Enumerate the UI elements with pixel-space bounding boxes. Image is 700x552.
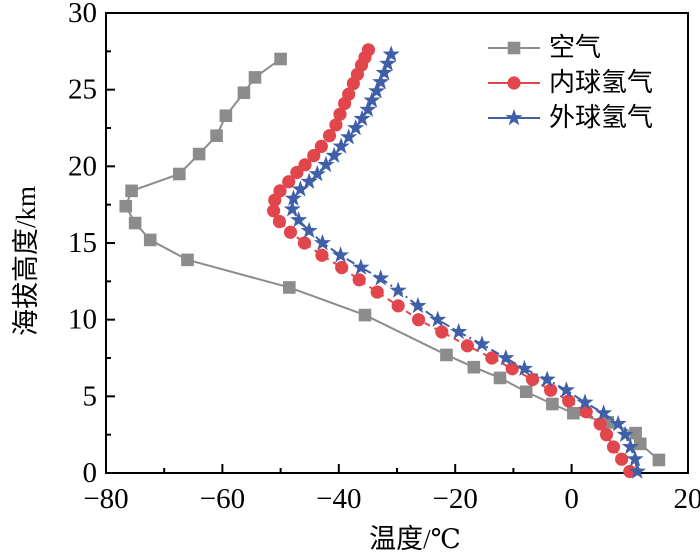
legend-label-inner-hydrogen: 内球氢气: [549, 67, 654, 97]
x-tick-label: −40: [316, 483, 361, 515]
inner-hydrogen-circle-marker-icon: [488, 75, 540, 90]
y-axis-title: 海拔高度/km: [11, 186, 41, 337]
outer-hydrogen-star-marker-icon: [488, 108, 540, 125]
y-tick-label: 20: [68, 150, 97, 182]
y-tick-label: 5: [83, 380, 98, 412]
x-tick-label: −80: [83, 483, 128, 515]
y-tick-label: 0: [83, 457, 98, 489]
legend-label-air: 空气: [549, 32, 602, 62]
x-tick-label: −20: [433, 483, 478, 515]
x-tick-label: 20: [674, 483, 700, 515]
y-tick-label: 10: [68, 304, 97, 336]
legend: 空气 内球氢气 外球氢气: [487, 30, 653, 135]
legend-label-outer-hydrogen: 外球氢气: [549, 102, 654, 132]
series-1: [267, 43, 637, 479]
x-tick-label: 0: [564, 483, 579, 515]
air-square-marker-icon: [488, 41, 540, 54]
series-2: [283, 45, 646, 479]
x-axis-title: 温度/℃: [369, 524, 461, 552]
y-tick-label: 25: [68, 74, 97, 106]
series-0: [119, 52, 666, 467]
series-2-line: [291, 54, 639, 472]
legend-item-inner-hydrogen: 内球氢气: [487, 65, 653, 100]
y-tick-label: 15: [68, 227, 97, 259]
y-tick-label: 30: [68, 0, 97, 29]
legend-item-air: 空气: [487, 30, 653, 65]
x-tick-label: −60: [200, 483, 245, 515]
legend-item-outer-hydrogen: 外球氢气: [487, 100, 653, 135]
